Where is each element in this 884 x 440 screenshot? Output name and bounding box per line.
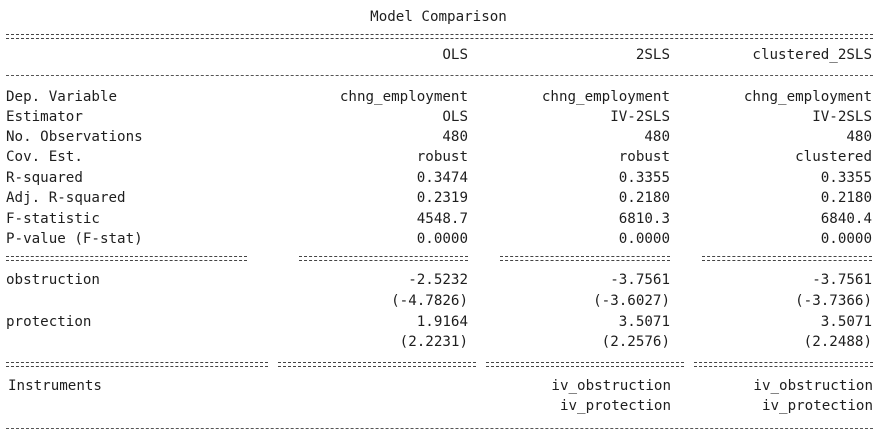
summary-label: F-statistic — [6, 211, 100, 227]
coefficient-label: obstruction — [6, 272, 100, 288]
summary-separator — [299, 256, 468, 261]
coefficient-estimate: -3.7561 — [610, 272, 670, 288]
summary-label: Estimator — [6, 109, 83, 125]
instruments-label: Instruments — [8, 378, 102, 394]
summary-separator — [500, 256, 670, 261]
summary-cell: IV-2SLS — [812, 109, 872, 125]
summary-cell: clustered — [795, 149, 872, 165]
summary-label: Adj. R-squared — [6, 190, 126, 206]
coefficient-tstat: (2.2231) — [399, 334, 468, 350]
summary-cell: 6810.3 — [618, 211, 670, 227]
summary-cell: robust — [618, 149, 670, 165]
coefficients-separator — [694, 362, 873, 367]
column-header-2sls: 2SLS — [635, 47, 670, 63]
summary-separator — [702, 256, 872, 261]
summary-cell: chng_employment — [541, 89, 670, 105]
coefficients-separator — [6, 362, 268, 367]
coefficient-tstat: (-4.7826) — [391, 293, 468, 309]
summary-cell: IV-2SLS — [610, 109, 670, 125]
coefficient-tstat: (-3.7366) — [795, 293, 872, 309]
summary-cell: chng_employment — [339, 89, 468, 105]
summary-cell: 480 — [442, 129, 468, 145]
coefficient-estimate: 3.5071 — [820, 314, 872, 330]
summary-label: Cov. Est. — [6, 149, 83, 165]
column-header-clustered-2sls: clustered_2SLS — [752, 47, 872, 63]
summary-label: Dep. Variable — [6, 89, 118, 105]
summary-cell: 480 — [846, 129, 872, 145]
instruments-cell: iv_obstruction iv_protection — [551, 378, 671, 414]
table-title: Model Comparison — [370, 9, 507, 25]
summary-label: R-squared — [6, 170, 83, 186]
coefficient-tstat: (-3.6027) — [593, 293, 670, 309]
top-double-rule — [6, 34, 873, 39]
summary-label: No. Observations — [6, 129, 143, 145]
summary-cell: 0.0000 — [416, 231, 468, 247]
summary-cell: robust — [416, 149, 468, 165]
bottom-rule — [6, 428, 873, 429]
coefficient-estimate: 1.9164 — [416, 314, 468, 330]
coefficient-tstat: (2.2488) — [803, 334, 872, 350]
summary-cell: 0.2319 — [416, 190, 468, 206]
summary-cell: 6840.4 — [820, 211, 872, 227]
header-rule — [6, 75, 873, 76]
summary-cell: 0.3474 — [416, 170, 468, 186]
summary-cell: 4548.7 — [416, 211, 468, 227]
coefficient-estimate: 3.5071 — [618, 314, 670, 330]
summary-cell: 0.0000 — [618, 231, 670, 247]
coefficient-tstat: (2.2576) — [601, 334, 670, 350]
summary-cell: chng_employment — [743, 89, 872, 105]
summary-cell: 0.2180 — [820, 190, 872, 206]
summary-cell: 480 — [644, 129, 670, 145]
summary-label: P-value (F-stat) — [6, 231, 143, 247]
summary-cell: 0.2180 — [618, 190, 670, 206]
summary-cell: 0.3355 — [618, 170, 670, 186]
column-header-ols: OLS — [442, 47, 468, 63]
summary-cell: OLS — [442, 109, 468, 125]
coefficients-separator — [486, 362, 684, 367]
summary-cell: 0.0000 — [820, 231, 872, 247]
coefficients-separator — [278, 362, 476, 367]
summary-separator — [6, 256, 247, 261]
coefficient-estimate: -2.5232 — [408, 272, 468, 288]
summary-cell: 0.3355 — [820, 170, 872, 186]
coefficient-estimate: -3.7561 — [812, 272, 872, 288]
instruments-cell: iv_obstruction iv_protection — [753, 378, 873, 414]
coefficient-label: protection — [6, 314, 92, 330]
